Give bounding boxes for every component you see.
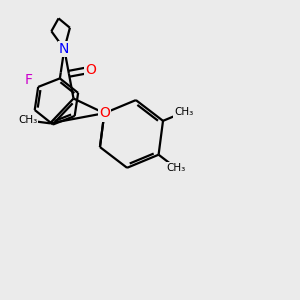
Text: O: O (99, 106, 110, 120)
Text: O: O (85, 63, 97, 77)
Text: CH₃: CH₃ (18, 116, 37, 125)
Text: CH₃: CH₃ (167, 164, 186, 173)
Text: CH₃: CH₃ (174, 107, 194, 117)
Text: N: N (59, 42, 70, 56)
Text: F: F (25, 73, 33, 87)
